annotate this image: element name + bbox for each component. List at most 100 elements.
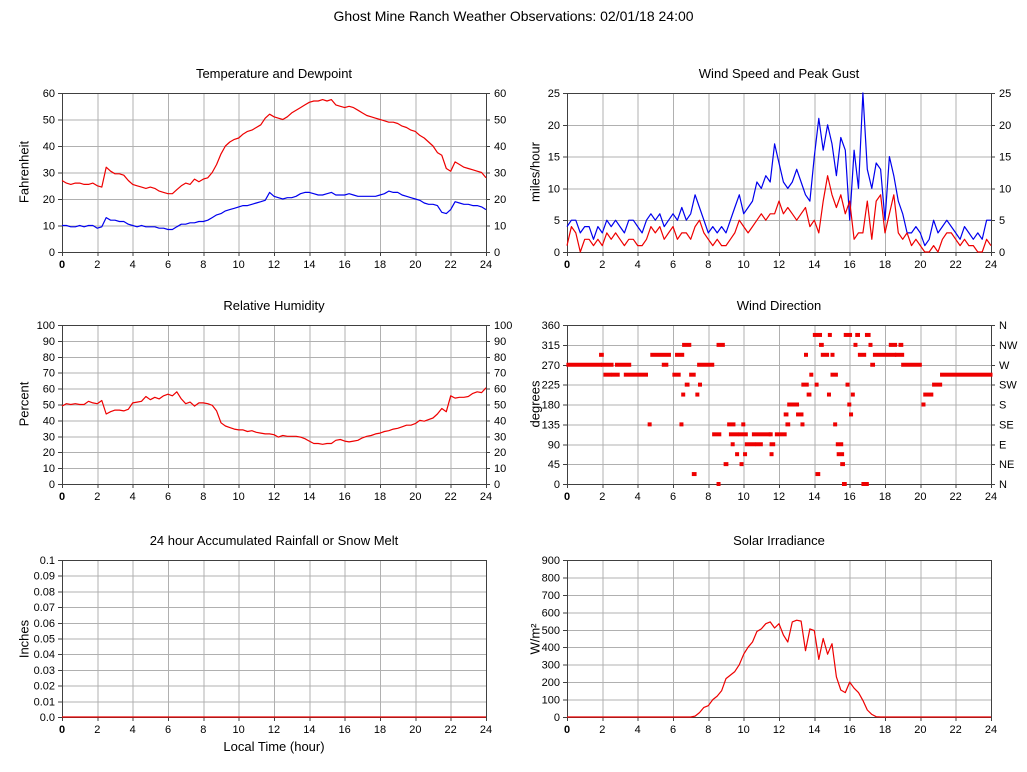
svg-text:20: 20 <box>999 120 1011 132</box>
svg-text:60: 60 <box>43 88 55 100</box>
svg-text:20: 20 <box>43 447 55 459</box>
svg-text:14: 14 <box>303 491 315 503</box>
svg-text:22: 22 <box>950 259 962 271</box>
svg-text:14: 14 <box>303 724 315 736</box>
svg-text:50: 50 <box>43 400 55 412</box>
svg-text:14: 14 <box>303 259 315 271</box>
svg-text:24: 24 <box>985 491 997 503</box>
svg-text:0: 0 <box>49 247 55 259</box>
svg-text:2: 2 <box>94 491 100 503</box>
chart-title: Temperature and Dewpoint <box>195 66 353 81</box>
svg-text:16: 16 <box>844 724 856 736</box>
svg-text:18: 18 <box>879 259 891 271</box>
svg-text:60: 60 <box>494 88 506 100</box>
svg-text:S: S <box>999 400 1006 412</box>
svg-text:50: 50 <box>43 115 55 127</box>
svg-text:4: 4 <box>130 724 136 736</box>
svg-text:10: 10 <box>43 463 55 475</box>
svg-text:12: 12 <box>268 491 280 503</box>
svg-text:200: 200 <box>542 677 560 689</box>
svg-text:N: N <box>999 479 1007 491</box>
svg-text:6: 6 <box>670 724 676 736</box>
svg-text:900: 900 <box>542 555 560 567</box>
svg-text:8: 8 <box>200 259 206 271</box>
svg-text:10: 10 <box>738 259 750 271</box>
svg-text:20: 20 <box>914 724 926 736</box>
svg-text:40: 40 <box>494 141 506 153</box>
chart-title: Wind Direction <box>736 298 822 313</box>
svg-text:225: 225 <box>542 380 560 392</box>
svg-text:14: 14 <box>808 724 820 736</box>
svg-text:24: 24 <box>480 259 492 271</box>
svg-text:12: 12 <box>268 259 280 271</box>
svg-text:0: 0 <box>49 479 55 491</box>
svg-text:14: 14 <box>808 259 820 271</box>
svg-text:2: 2 <box>599 724 605 736</box>
svg-text:10: 10 <box>233 259 245 271</box>
svg-text:0.05: 0.05 <box>34 634 55 646</box>
svg-text:0: 0 <box>999 247 1005 259</box>
chart-temperature-dewpoint: Temperature and Dewpoint Fahrenheit 0 0 10… <box>0 60 513 285</box>
page-title: Ghost Mine Ranch Weather Observations: 0… <box>333 8 694 24</box>
svg-text:4: 4 <box>635 259 641 271</box>
svg-text:16: 16 <box>844 259 856 271</box>
svg-text:40: 40 <box>43 415 55 427</box>
svg-text:0.06: 0.06 <box>34 618 55 630</box>
svg-text:40: 40 <box>43 141 55 153</box>
svg-text:SW: SW <box>999 380 1017 392</box>
svg-text:0: 0 <box>59 491 65 503</box>
svg-text:N: N <box>999 320 1007 332</box>
svg-text:10: 10 <box>233 724 245 736</box>
svg-text:60: 60 <box>43 384 55 396</box>
svg-text:40: 40 <box>494 415 506 427</box>
svg-text:800: 800 <box>542 572 560 584</box>
svg-text:360: 360 <box>542 320 560 332</box>
svg-text:45: 45 <box>548 459 560 471</box>
svg-text:15: 15 <box>999 152 1011 164</box>
svg-text:24: 24 <box>480 724 492 736</box>
svg-text:E: E <box>999 439 1006 451</box>
svg-text:80: 80 <box>43 352 55 364</box>
svg-text:4: 4 <box>635 491 641 503</box>
svg-text:8: 8 <box>705 259 711 271</box>
svg-text:315: 315 <box>542 340 560 352</box>
svg-text:180: 180 <box>542 400 560 412</box>
svg-text:20: 20 <box>43 194 55 206</box>
svg-text:4: 4 <box>635 724 641 736</box>
svg-text:15: 15 <box>548 152 560 164</box>
svg-text:2: 2 <box>94 724 100 736</box>
svg-text:8: 8 <box>200 724 206 736</box>
svg-text:18: 18 <box>879 724 891 736</box>
svg-text:12: 12 <box>773 491 785 503</box>
svg-text:20: 20 <box>494 447 506 459</box>
svg-text:30: 30 <box>494 168 506 180</box>
svg-text:22: 22 <box>445 259 457 271</box>
svg-text:6: 6 <box>165 724 171 736</box>
svg-text:0.01: 0.01 <box>34 696 55 708</box>
x-axis-label: Local Time (hour) <box>223 739 325 754</box>
svg-text:0.0: 0.0 <box>40 712 55 724</box>
svg-text:0.04: 0.04 <box>34 649 55 661</box>
svg-text:0.08: 0.08 <box>34 586 55 598</box>
svg-text:20: 20 <box>914 491 926 503</box>
svg-text:0: 0 <box>59 259 65 271</box>
svg-text:SE: SE <box>999 419 1014 431</box>
svg-text:0.09: 0.09 <box>34 571 55 583</box>
svg-text:10: 10 <box>738 491 750 503</box>
svg-text:12: 12 <box>268 724 280 736</box>
svg-text:0: 0 <box>564 724 570 736</box>
svg-text:24: 24 <box>985 259 997 271</box>
svg-text:2: 2 <box>599 491 605 503</box>
svg-text:10: 10 <box>494 221 506 233</box>
svg-text:20: 20 <box>494 194 506 206</box>
svg-text:50: 50 <box>494 115 506 127</box>
svg-text:0: 0 <box>564 491 570 503</box>
svg-text:90: 90 <box>494 336 506 348</box>
svg-text:18: 18 <box>374 259 386 271</box>
svg-text:16: 16 <box>339 259 351 271</box>
svg-text:8: 8 <box>200 491 206 503</box>
